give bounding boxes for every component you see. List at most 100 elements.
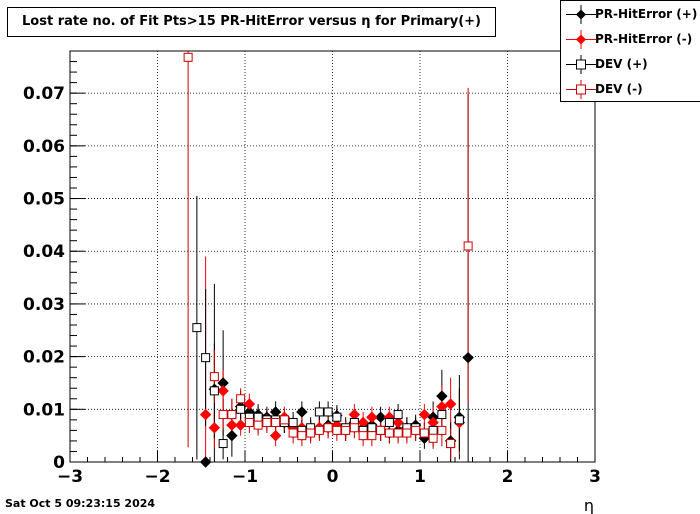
y-tick-label: 0: [53, 453, 65, 473]
data-point-diamond: [436, 390, 448, 402]
data-point-square: [279, 415, 289, 425]
data-point-diamond: [296, 406, 308, 418]
timestamp: Sat Oct 5 09:23:15 2024: [5, 497, 156, 510]
diamond-marker-icon: [566, 5, 596, 24]
data-point-square: [376, 425, 386, 435]
data-point-diamond: [366, 411, 378, 423]
x-tick-label: 1: [414, 467, 426, 487]
x-tick-label: −3: [57, 467, 83, 487]
x-tick-label: 0: [327, 467, 339, 487]
data-point-diamond: [234, 419, 247, 431]
data-point-square: [437, 410, 447, 420]
x-tick-label: −1: [232, 467, 258, 487]
y-tick-label: 0.01: [23, 400, 65, 420]
data-point-square: [314, 425, 324, 435]
data-point-square: [227, 410, 237, 420]
data-point-square: [341, 425, 351, 435]
data-point-square: [218, 439, 228, 449]
legend-entry-dev-minus: DEV (-): [561, 77, 700, 102]
data-point-square: [253, 420, 263, 430]
legend: PR-HitError (+) PR-HitError (-) DEV (+) …: [560, 0, 700, 102]
y-tick-label: 0.05: [23, 190, 65, 210]
data-point-square: [236, 394, 246, 404]
data-point-square: [323, 407, 333, 417]
data-point-diamond: [217, 385, 229, 397]
square-marker-icon: [566, 80, 596, 99]
chart-title: Lost rate no. of Fit Pts>15 PR-HitError …: [7, 7, 496, 37]
data-point-square: [209, 386, 219, 396]
data-point-square: [358, 431, 368, 441]
error-bars: [187, 51, 469, 462]
data-point-square: [393, 428, 403, 438]
data-point-square: [402, 428, 412, 438]
data-point-square: [271, 417, 281, 427]
data-point-square: [411, 425, 421, 435]
data-point-diamond: [226, 429, 238, 442]
data-point-square: [367, 423, 377, 433]
data-point-square: [349, 423, 359, 433]
data-point-square: [297, 431, 307, 441]
legend-label: PR-HitError (+): [595, 7, 698, 21]
data-point-square: [463, 241, 473, 251]
data-point-square: [454, 415, 464, 425]
data-point-diamond: [199, 456, 212, 468]
data-point-square: [393, 410, 403, 420]
legend-entry-pr-hiterror-minus: PR-HitError (-): [561, 27, 700, 52]
data-point-square: [253, 412, 263, 422]
data-point-square: [192, 323, 202, 333]
data-point-square: [323, 423, 333, 433]
data-point-square: [428, 425, 438, 435]
legend-label: DEV (+): [595, 57, 648, 71]
diamond-marker-icon: [566, 30, 596, 49]
data-point-diamond: [392, 416, 404, 429]
axis-ticks: [69, 61, 596, 463]
y-tick-label: 0.04: [23, 242, 65, 262]
data-point-diamond: [269, 429, 282, 442]
legend-entry-dev-plus: DEV (+): [561, 52, 700, 77]
legend-label: PR-HitError (-): [595, 32, 693, 46]
data-point-square: [288, 417, 298, 427]
data-point-square: [288, 428, 298, 438]
data-point-square: [209, 372, 219, 382]
x-axis-title: η: [584, 496, 594, 514]
data-point-square: [314, 407, 324, 417]
data-point-square: [384, 428, 394, 438]
x-tick-label: 3: [589, 467, 601, 487]
y-tick-label: 0.07: [23, 84, 65, 104]
grid-lines: [70, 51, 595, 462]
data-point-diamond: [418, 408, 431, 421]
square-marker-icon: [566, 55, 596, 74]
x-tick-label: −2: [144, 467, 170, 487]
data-point-square: [332, 425, 342, 435]
data-point-diamond: [226, 419, 238, 431]
data-point-square: [332, 412, 342, 422]
data-point-diamond: [374, 411, 387, 423]
data-point-diamond: [208, 422, 221, 434]
data-point-square: [384, 417, 394, 427]
data-markers: [183, 52, 474, 468]
data-point-square: [446, 439, 456, 449]
data-point-square: [218, 410, 228, 420]
x-tick-label: 2: [502, 467, 514, 487]
data-point-diamond: [243, 398, 256, 410]
data-point-square: [262, 417, 272, 427]
y-tick-label: 0.06: [23, 137, 65, 157]
legend-label: DEV (-): [595, 82, 643, 96]
y-tick-label: 0.03: [23, 295, 65, 315]
data-point-square: [306, 428, 316, 438]
legend-entry-pr-hiterror-plus: PR-HitError (+): [561, 2, 700, 27]
data-point-square: [419, 428, 429, 438]
data-point-diamond: [199, 408, 212, 421]
data-point-diamond: [444, 398, 457, 410]
plot-frame: [69, 50, 596, 463]
data-point-square: [183, 52, 193, 62]
data-point-square: [437, 425, 447, 435]
data-point-square: [201, 353, 211, 363]
data-point-square: [236, 404, 246, 414]
data-point-square: [367, 431, 377, 441]
tick-labels: −3 −2 −1 0 1 2 3 0 0.01 0.02 0.03 0.04 0.05 0.06 0.07: [23, 84, 601, 487]
y-tick-label: 0.02: [23, 348, 65, 368]
data-point-diamond: [462, 351, 474, 364]
data-point-square: [244, 417, 254, 427]
